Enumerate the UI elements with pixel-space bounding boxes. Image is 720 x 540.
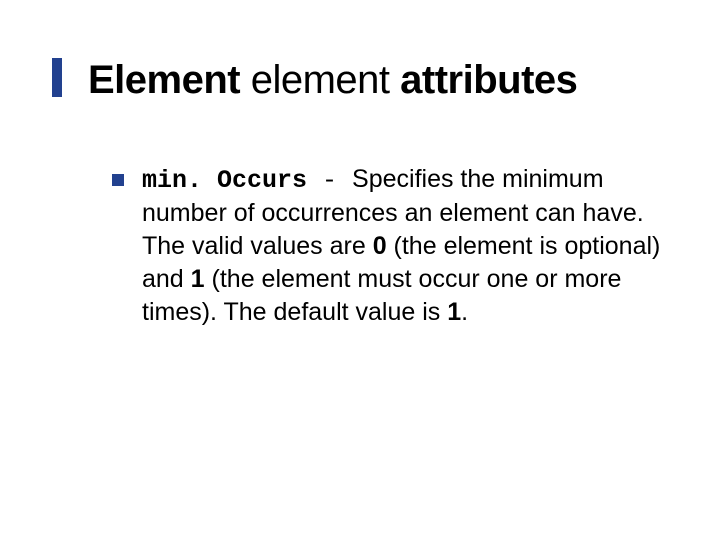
square-bullet-icon xyxy=(112,174,124,186)
separator: - xyxy=(307,166,352,195)
title-word-1: Element xyxy=(88,58,240,102)
title-word-3: attributes xyxy=(400,58,577,102)
bullet-text: min. Occurs - Specifies the minimum numb… xyxy=(142,163,668,329)
title-block: Element element attributes xyxy=(52,58,668,103)
body-content: min. Occurs - Specifies the minimum numb… xyxy=(52,163,668,329)
title-accent-bar xyxy=(52,58,62,97)
page-title: Element element attributes xyxy=(88,58,668,103)
title-word-2: element xyxy=(251,58,390,102)
attribute-name: min. Occurs xyxy=(142,166,307,195)
value-zero: 0 xyxy=(373,232,387,260)
slide: Element element attributes min. Occurs -… xyxy=(0,0,720,540)
period: . xyxy=(461,298,468,326)
value-one: 1 xyxy=(191,265,205,293)
value-default: 1 xyxy=(447,298,461,326)
bullet-item: min. Occurs - Specifies the minimum numb… xyxy=(112,163,668,329)
desc-part-3: (the element must occur one or more time… xyxy=(142,265,621,326)
